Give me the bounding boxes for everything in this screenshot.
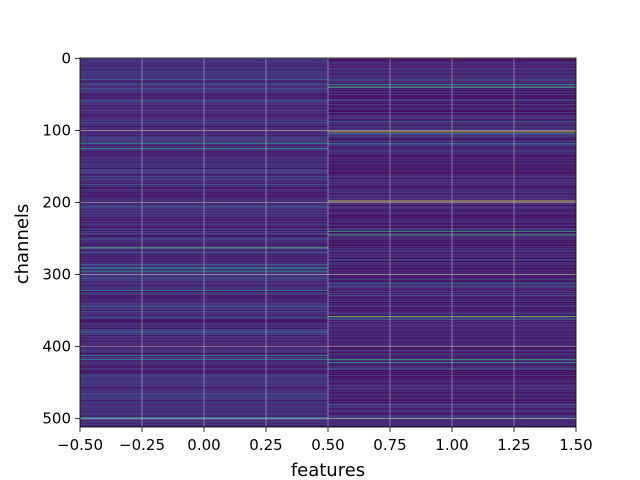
y-axis-ticks: 0 100 200 300 400 500 [42,49,80,428]
y-tick-label: 100 [42,121,71,139]
y-tick-label: 500 [42,410,71,428]
x-tick-label: 1.00 [435,436,468,454]
x-tick-label: 1.25 [497,436,530,454]
x-tick-label: 1.50 [559,436,592,454]
x-axis-label: features [291,460,365,480]
y-tick-label: 0 [61,49,71,67]
y-tick-label: 400 [42,338,71,356]
x-tick-label: 0.75 [373,436,406,454]
y-tick-label: 200 [42,194,71,212]
y-axis-label: channels [12,204,33,285]
x-tick-label: 0.00 [187,436,220,454]
x-axis-ticks: −0.50 −0.25 0.00 0.25 0.50 0.75 1.00 1.25 1.50 [57,427,593,454]
x-tick-label: 0.25 [249,436,282,454]
x-tick-label: −0.50 [57,436,103,454]
y-tick-label: 300 [42,266,71,284]
x-tick-label: −0.25 [119,436,165,454]
x-tick-label: 0.50 [311,436,344,454]
